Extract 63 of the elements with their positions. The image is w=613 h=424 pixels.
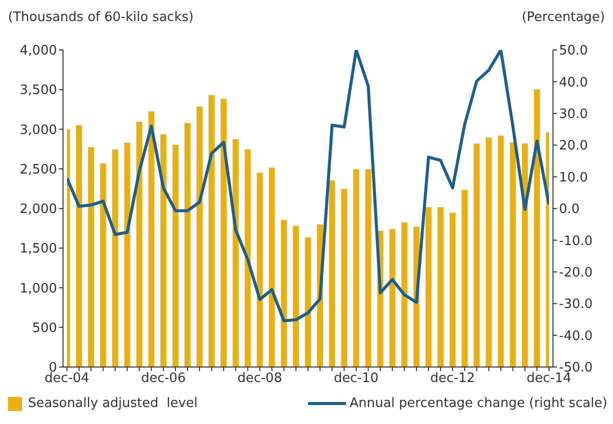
bar <box>389 229 396 367</box>
y-tick-label: 4,000 <box>20 44 57 59</box>
legend-label: Annual percentage change (right scale) <box>350 396 608 411</box>
bar <box>474 144 480 367</box>
bar <box>76 125 82 367</box>
legend-label: Seasonally adjusted level <box>28 396 198 411</box>
y2-axis-title: (Percentage) <box>522 10 605 25</box>
bar <box>486 138 492 367</box>
bar <box>304 237 311 367</box>
bar <box>522 144 528 367</box>
bar <box>510 142 516 367</box>
bar <box>353 169 360 367</box>
bar <box>148 111 154 367</box>
y-tick-label: 1,500 <box>20 242 57 257</box>
bar <box>244 149 251 367</box>
y2-tick-label: 40.0 <box>559 75 588 90</box>
bar <box>268 168 275 367</box>
bar <box>184 122 190 367</box>
bar <box>438 207 444 367</box>
x-tick-label: dec-06 <box>141 371 186 386</box>
y-tick-label: 2,000 <box>20 202 57 218</box>
y2-tick-label: 0.0 <box>559 202 580 218</box>
bar <box>232 139 239 367</box>
y-tick-label: 2,500 <box>20 162 57 178</box>
y2-tick-label: -10.0 <box>559 234 593 249</box>
bar <box>196 106 203 367</box>
x-tick-label: dec-12 <box>430 371 475 386</box>
bar <box>88 147 94 367</box>
y2-tick-label: -20.0 <box>559 266 593 281</box>
y2-tick-label: 10.0 <box>559 170 588 186</box>
bar <box>220 98 227 367</box>
y-tick-label: 3,000 <box>20 122 57 138</box>
bar <box>462 190 468 367</box>
bar <box>208 95 215 367</box>
bar <box>329 180 336 367</box>
bar <box>498 136 504 367</box>
bar <box>450 212 456 367</box>
y-tick-label: 1,000 <box>20 281 57 296</box>
y2-tick-label: 20.0 <box>559 138 588 154</box>
y2-tick-label: 50.0 <box>559 44 588 59</box>
y2-tick-label: 30.0 <box>559 107 588 122</box>
y2-tick-label: -30.0 <box>559 297 593 312</box>
x-tick-label: dec-10 <box>334 371 379 386</box>
y-tick-label: 3,500 <box>20 83 57 98</box>
bar <box>124 142 130 367</box>
bar <box>112 149 118 367</box>
bar <box>292 226 299 367</box>
line-series <box>67 50 549 322</box>
bar <box>401 222 408 367</box>
bar <box>534 89 540 367</box>
bar <box>425 207 432 367</box>
bar <box>341 188 348 367</box>
bar <box>280 220 287 367</box>
y2-tick-label: -40.0 <box>559 328 593 344</box>
bar <box>172 144 178 367</box>
bar <box>365 169 372 367</box>
bar <box>160 134 166 367</box>
y-tick-label: 500 <box>32 320 57 336</box>
bar <box>136 122 142 367</box>
bar <box>256 172 263 367</box>
x-tick-label: dec-08 <box>237 371 282 386</box>
y-axis-title: (Thousands of 60-kilo sacks) <box>8 10 194 25</box>
bar <box>100 163 106 367</box>
